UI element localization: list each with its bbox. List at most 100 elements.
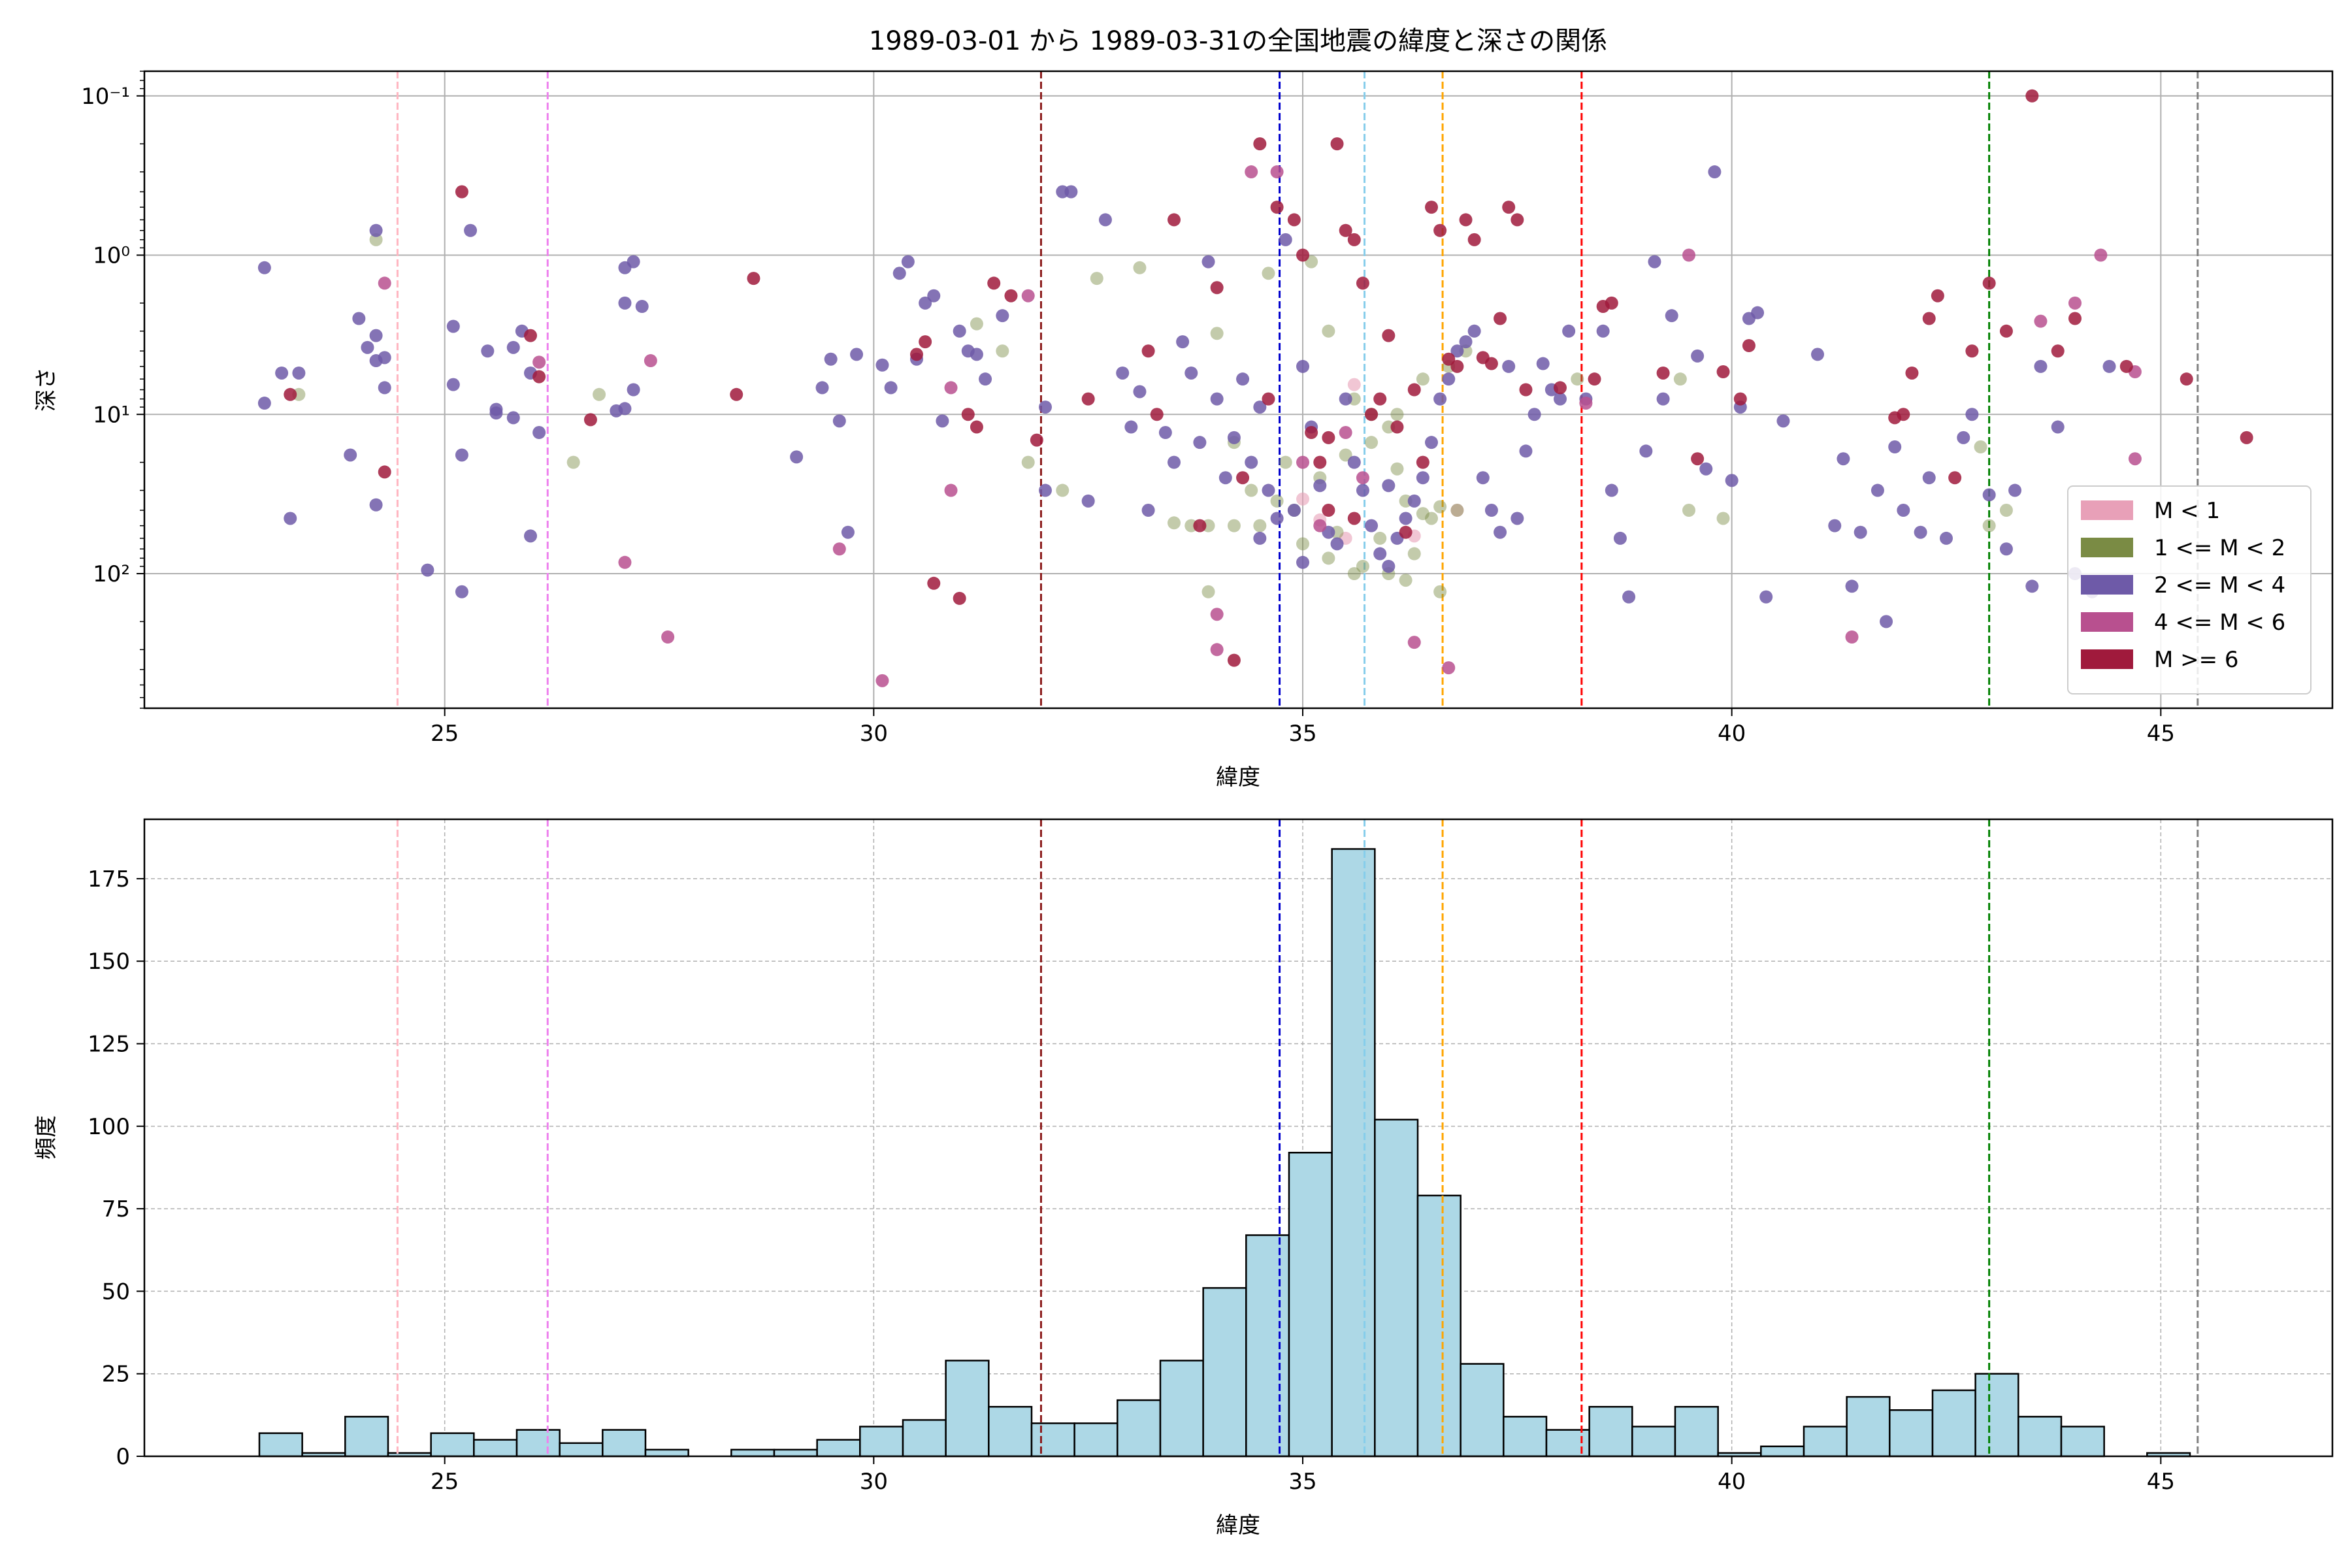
histogram-bar [1631, 1426, 1676, 1458]
scatter-point [953, 591, 966, 605]
scatter-point [1313, 455, 1327, 469]
scatter-point [1845, 580, 1859, 593]
scatter-point [1442, 661, 1456, 675]
scatter-point [1948, 471, 1962, 485]
scatter-point [1253, 400, 1267, 414]
scatter-point [2102, 359, 2116, 373]
scatter-point [1158, 426, 1172, 440]
scatter-point [1476, 471, 1490, 485]
scatter-point [532, 370, 546, 384]
scatter-point [1296, 359, 1309, 373]
scatter-point [1347, 233, 1361, 246]
scatter-point [1201, 585, 1215, 598]
scatter-point [2128, 452, 2142, 466]
scatter-point [1837, 452, 1850, 466]
scatter-point [489, 402, 503, 416]
scatter-point [275, 366, 289, 380]
scatter-point [1347, 567, 1361, 581]
scatter-point [618, 296, 632, 310]
scatter-point [1716, 512, 1730, 525]
scatter-point [1433, 392, 1447, 406]
scatter-points [257, 89, 2253, 687]
scatter-point [1399, 512, 1413, 525]
scatter-point [292, 366, 306, 380]
scatter-point [1270, 165, 1284, 179]
scatter-point [1064, 185, 1078, 199]
scatter-point [1030, 433, 1043, 447]
histogram-ytick-label: 25 [102, 1362, 130, 1388]
scatter-point [378, 351, 391, 365]
scatter-ticks: 25 30 35 40 45 10⁻¹ 10⁰ 10¹ 10² [81, 71, 2175, 747]
scatter-point [1004, 289, 1018, 302]
histogram-ticks: 25 30 35 40 45 0 25 50 75 100 125 150 175 [88, 866, 2175, 1495]
scatter-ytick-label: 10¹ [93, 402, 130, 428]
histogram-bar [515, 1429, 561, 1458]
histogram-panel: 25 30 35 40 45 0 25 50 75 100 125 150 175 緯度 頻度 [33, 818, 2334, 1539]
scatter-point [730, 387, 743, 401]
scatter-point [996, 309, 1009, 323]
scatter-point [1193, 436, 1207, 449]
scatter-point [1253, 531, 1267, 545]
scatter-point [1210, 281, 1224, 295]
scatter-point [284, 512, 297, 525]
scatter-point [1390, 462, 1404, 476]
scatter-point [1691, 349, 1705, 363]
scatter-point [850, 348, 864, 361]
scatter-point [506, 411, 520, 425]
scatter-point [1519, 383, 1533, 397]
histogram-bar [1416, 1194, 1462, 1458]
scatter-point [1133, 261, 1147, 274]
scatter-point [1888, 440, 1902, 454]
scatter-point [1287, 213, 1301, 227]
scatter-point [1467, 233, 1481, 246]
scatter-point [1622, 590, 1636, 604]
scatter-point [1759, 590, 1773, 604]
histogram-xtick-label: 45 [2147, 1469, 2175, 1495]
scatter-point [1433, 223, 1447, 237]
scatter-point [1270, 512, 1284, 525]
scatter-point [1339, 448, 1352, 462]
scatter-point [1365, 519, 1379, 532]
scatter-point [1322, 551, 1335, 565]
histogram-bar [1545, 1429, 1590, 1458]
scatter-point [1776, 414, 1790, 428]
scatter-point [1982, 519, 1996, 532]
histogram-bar [1159, 1360, 1204, 1458]
histogram-bar [1202, 1287, 1247, 1458]
scatter-point [1039, 483, 1052, 497]
scatter-xtick-label: 35 [1288, 721, 1316, 747]
scatter-point [1193, 519, 1207, 532]
scatter-point [1270, 494, 1284, 508]
histogram-ylabel: 頻度 [33, 1115, 59, 1160]
scatter-point [1253, 519, 1267, 532]
scatter-point [1605, 483, 1618, 497]
scatter-point [464, 223, 478, 237]
scatter-point [369, 329, 383, 342]
histogram-xtick-label: 25 [431, 1469, 459, 1495]
histogram-bar [730, 1448, 776, 1458]
scatter-point [875, 674, 889, 687]
scatter-point [1262, 267, 1275, 280]
scatter-point [1373, 531, 1387, 545]
scatter-point [1467, 324, 1481, 338]
scatter-point [1339, 392, 1352, 406]
scatter-point [1305, 426, 1318, 440]
histogram-bar [773, 1448, 818, 1458]
scatter-point [1356, 276, 1369, 290]
scatter-point [1708, 165, 1722, 179]
scatter-point [1536, 357, 1550, 370]
scatter-point [1081, 392, 1095, 406]
histogram-bar [902, 1419, 947, 1458]
scatter-point [421, 563, 434, 577]
legend-label: 2 <= M < 4 [2154, 572, 2285, 598]
histogram-bar [1117, 1399, 1162, 1458]
scatter-point [875, 358, 889, 372]
scatter-point [832, 542, 846, 556]
scatter-reference-lines [396, 71, 2199, 708]
histogram-bar [1846, 1396, 1891, 1458]
scatter-point [1957, 431, 1970, 444]
scatter-point [2008, 483, 2022, 497]
scatter-point [970, 420, 983, 434]
scatter-point [2025, 89, 2039, 103]
legend-label: M >= 6 [2154, 647, 2239, 673]
